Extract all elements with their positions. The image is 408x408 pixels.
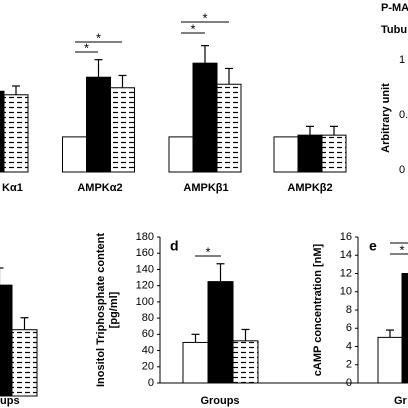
y-tick-label: 0 xyxy=(399,164,405,176)
y-tick-label: 0 xyxy=(346,377,352,389)
y-tick-label: 20 xyxy=(142,361,154,373)
y-tick-label: 2 xyxy=(346,359,352,371)
significance-star: * xyxy=(84,40,89,55)
significance-star: * xyxy=(96,30,101,45)
significance-star: * xyxy=(399,242,404,257)
x-tick-label: AMPKα2 xyxy=(77,182,122,194)
bar xyxy=(321,134,347,173)
y-tick-label: 14 xyxy=(340,249,352,261)
bar xyxy=(3,94,29,173)
legend-text: P-MA xyxy=(381,2,408,14)
significance-star: * xyxy=(205,244,210,259)
bar xyxy=(232,340,259,384)
y-tick-label: 80 xyxy=(142,312,154,324)
y-tick-label: 10 xyxy=(340,286,352,298)
y-tick-label: 160 xyxy=(136,247,154,259)
x-tick-label: Kα1 xyxy=(2,182,23,194)
bar xyxy=(273,136,299,173)
bar xyxy=(401,273,408,384)
bar xyxy=(192,62,218,173)
y-tick-label: 140 xyxy=(136,263,154,275)
bar xyxy=(297,134,323,173)
significance-star: * xyxy=(202,10,207,25)
significance-star: * xyxy=(190,21,195,36)
x-tick-label: AMPKβ2 xyxy=(287,182,332,194)
y-tick-label: 4 xyxy=(346,340,352,352)
bar xyxy=(11,329,38,397)
y-axis-label: cAMP concentration [nM] xyxy=(312,243,324,376)
bar xyxy=(62,136,87,173)
panel-label: e xyxy=(369,238,377,254)
y-tick-label: 100 xyxy=(136,296,154,308)
y-tick-label: 1 xyxy=(399,54,405,66)
x-axis-label: Gr xyxy=(394,395,408,407)
bar xyxy=(86,76,111,173)
bar xyxy=(216,83,242,173)
bar xyxy=(0,284,13,397)
bar xyxy=(0,90,5,173)
y-tick-label: 16 xyxy=(340,231,352,243)
bar xyxy=(168,136,194,173)
y-tick-label: 0 xyxy=(148,377,154,389)
panel-label: d xyxy=(170,238,179,254)
y-tick-label: 180 xyxy=(136,231,154,243)
y-axis-label: Arbitrary unit xyxy=(380,83,392,153)
bar xyxy=(377,336,403,384)
bar xyxy=(110,87,135,173)
x-axis-label: Groups xyxy=(200,395,239,407)
bar xyxy=(182,341,209,384)
y-axis-label: Inositol Triphosphate content xyxy=(95,233,107,387)
x-tick-label: AMPKβ1 xyxy=(183,182,228,194)
y-tick-label: 40 xyxy=(142,344,154,356)
y-tick-label: 12 xyxy=(340,267,352,279)
y-tick-label: 8 xyxy=(346,304,352,316)
y-tick-label: 60 xyxy=(142,328,154,340)
y-axis-label: [pg/ml] xyxy=(108,291,120,328)
y-tick-label: 6 xyxy=(346,322,352,334)
y-tick-label: 0.5 xyxy=(399,109,408,121)
y-tick-label: 120 xyxy=(136,280,154,292)
bar xyxy=(207,281,234,384)
legend-text: Tubu xyxy=(381,24,407,36)
x-axis-label: ups xyxy=(0,395,20,407)
